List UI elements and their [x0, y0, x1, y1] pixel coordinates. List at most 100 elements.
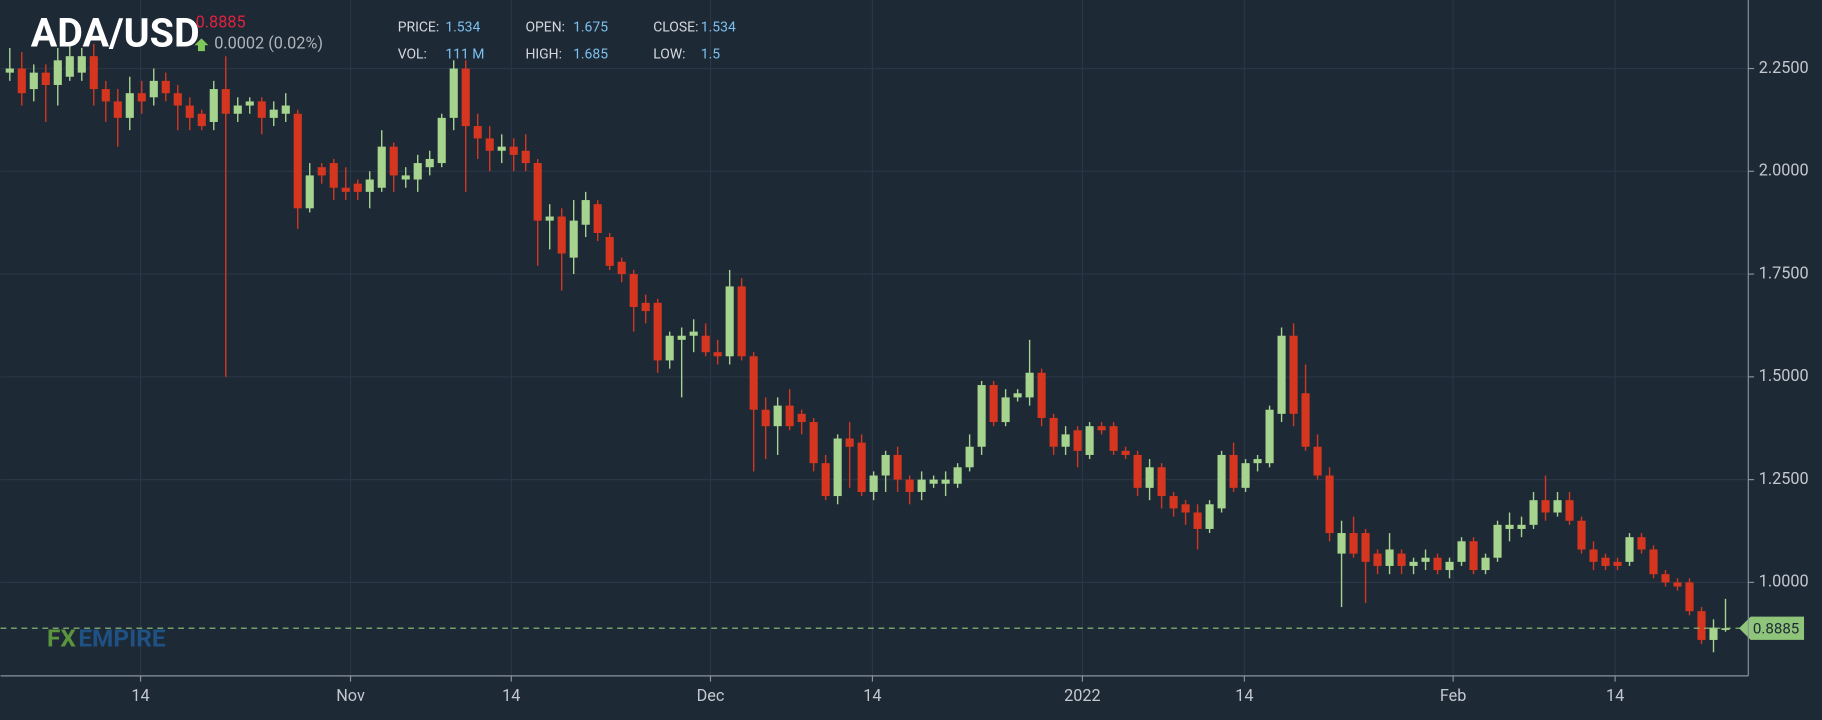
candle-body: [1085, 426, 1094, 455]
candle-body: [5, 68, 14, 73]
candle-body: [1337, 533, 1346, 554]
candle-body: [893, 454, 902, 480]
candle-body: [1157, 467, 1166, 497]
candle-body: [41, 72, 50, 85]
candle-body: [1145, 467, 1154, 488]
candle-body: [521, 150, 530, 164]
candle-body: [689, 331, 698, 336]
candle-body: [389, 146, 398, 176]
stat-label: VOL:: [398, 46, 427, 62]
y-tick-label: 1.5000: [1759, 366, 1809, 385]
candle-body: [329, 163, 338, 188]
candle-body: [1217, 454, 1226, 509]
candles: [5, 43, 1730, 653]
candle-body: [113, 101, 122, 118]
candle-body: [1061, 434, 1070, 447]
candle-body: [785, 405, 794, 427]
candle-body: [437, 117, 446, 164]
candle-body: [1313, 446, 1322, 476]
candle-body: [1625, 537, 1634, 562]
candle-body: [653, 302, 662, 361]
candle-body: [485, 138, 494, 151]
candle-body: [1409, 561, 1418, 566]
candle-body: [221, 89, 230, 114]
x-tick-label: 2022: [1064, 686, 1101, 705]
candle-body: [977, 385, 986, 447]
stats: PRICE: 1.534 OPEN: 1.675 CLOSE: 1.534 VO…: [398, 20, 736, 63]
candle-body: [1013, 393, 1022, 398]
y-tick-label: 1.7500: [1759, 263, 1809, 282]
candle-body: [293, 113, 302, 209]
candle-body: [821, 463, 830, 497]
candle-body: [1493, 524, 1502, 558]
header-change: 0.0002 (0.02%): [214, 33, 323, 52]
candle-body: [53, 60, 62, 85]
candle-body: [1433, 557, 1442, 571]
candle-body: [209, 89, 218, 122]
candle-body: [1385, 549, 1394, 566]
x-tick-label: 14: [863, 686, 881, 705]
logo-fx: FX: [47, 623, 76, 652]
candle-body: [89, 56, 98, 90]
candle-body: [269, 109, 278, 118]
candle-body: [569, 220, 578, 258]
y-tick-label: 2.0000: [1759, 161, 1809, 180]
candle-body: [1457, 541, 1466, 562]
candle-body: [197, 113, 206, 127]
candle-body: [641, 302, 650, 312]
candle-body: [1481, 557, 1490, 571]
candle-body: [1205, 504, 1214, 529]
header-price: 0.8885: [196, 13, 246, 32]
candle-body: [1541, 500, 1550, 513]
logo-empire: EMPIRE: [78, 623, 166, 652]
candle-body: [869, 475, 878, 492]
symbol: ADA/USD: [31, 9, 200, 56]
candle-body: [581, 200, 590, 225]
y-tick-label: 1.0000: [1759, 572, 1809, 591]
candle-body: [1709, 627, 1718, 640]
candle-body: [17, 68, 26, 94]
candle-body: [713, 352, 722, 357]
x-tick-label: 14: [1235, 686, 1253, 705]
candle-body: [1505, 524, 1514, 529]
x-tick-label: 14: [1606, 686, 1624, 705]
candle-body: [1001, 397, 1010, 423]
candle-body: [137, 93, 146, 102]
candle-body: [257, 101, 266, 118]
stat-label: HIGH:: [525, 46, 562, 62]
candle-body: [281, 105, 290, 114]
candle-body: [1229, 454, 1238, 488]
candle-body: [1121, 450, 1130, 455]
candle-body: [557, 216, 566, 254]
candle-body: [449, 68, 458, 118]
stat-label: LOW:: [653, 46, 685, 62]
candle-body: [1697, 611, 1706, 640]
candle-body: [737, 286, 746, 357]
candle-body: [1373, 553, 1382, 566]
candle-body: [1589, 549, 1598, 562]
candle-body: [1325, 475, 1334, 534]
candle-body: [1529, 500, 1538, 525]
candle-body: [857, 442, 866, 492]
x-tick-label: Dec: [697, 686, 725, 705]
candle-body: [245, 101, 254, 106]
candle-body: [161, 80, 170, 94]
stat-value: 1.675: [573, 20, 608, 36]
candle-body: [749, 356, 758, 410]
last-price-tag: [1739, 616, 1805, 640]
candle-body: [1421, 557, 1430, 562]
candle-body: [761, 409, 770, 427]
candle-body: [953, 467, 962, 484]
candle-body: [1193, 512, 1202, 529]
candle-body: [1721, 628, 1730, 630]
candle-body: [317, 167, 326, 176]
candle-body: [905, 479, 914, 492]
candle-body: [545, 216, 554, 221]
candle-body: [1109, 426, 1118, 451]
candle-body: [497, 146, 506, 151]
candle-body: [665, 335, 674, 361]
candle-body: [809, 422, 818, 464]
candle-body: [1649, 549, 1658, 575]
stat-label: CLOSE:: [653, 20, 698, 36]
candle-body: [965, 446, 974, 468]
